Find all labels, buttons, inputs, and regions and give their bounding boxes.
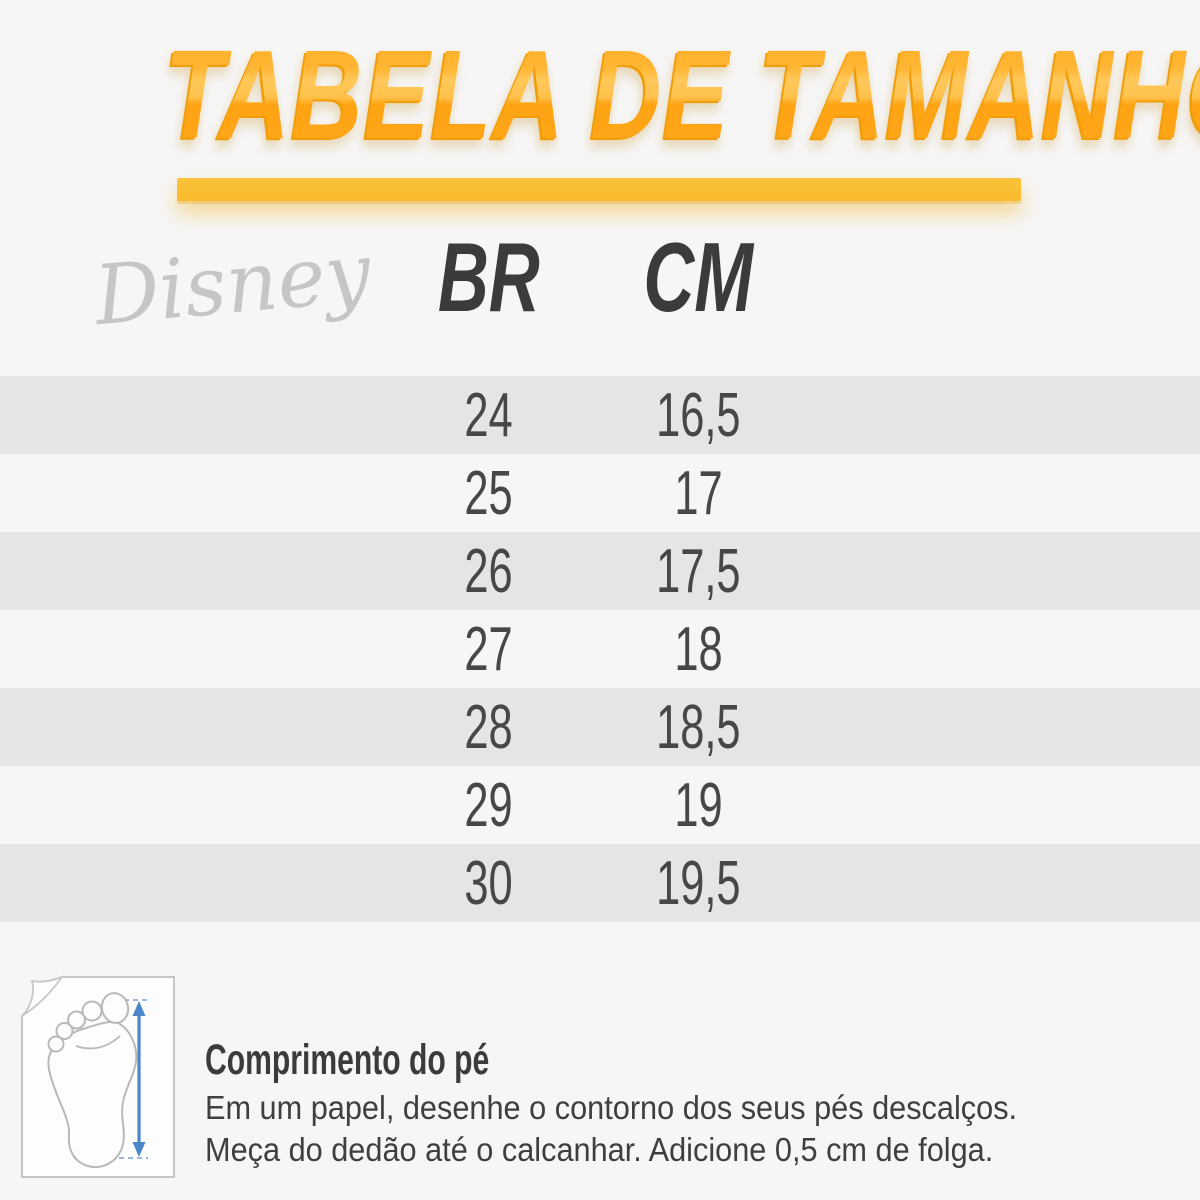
br-size-cell: 27	[464, 615, 513, 684]
footer-instruction-line-1: Em um papel, desenhe o contorno dos seus…	[205, 1089, 1018, 1126]
cm-size-cell: 17,5	[656, 537, 741, 606]
footer-heading: Comprimento do pé	[205, 1036, 490, 1084]
cm-size-cell: 19,5	[656, 849, 741, 918]
br-size-cell: 30	[464, 849, 513, 918]
toe	[81, 1000, 103, 1022]
toe	[55, 1022, 74, 1040]
br-size-cell: 29	[464, 771, 513, 840]
table-row: 24 16,5	[0, 376, 1200, 454]
page-title: TABELA DE TAMANHOS	[0, 22, 1200, 167]
br-size-cell: 26	[464, 537, 513, 606]
cm-size-cell: 17	[674, 459, 723, 528]
table-row: 28 18,5	[0, 688, 1200, 766]
table-row: 29 19	[0, 766, 1200, 844]
table-row: 25 17	[0, 454, 1200, 532]
footer-instruction-line-2: Meça do dedão até o calcanhar. Adicione …	[205, 1131, 994, 1168]
title-divider-bar	[177, 178, 1021, 201]
size-table: 24 16,5 25 17 26 17,5 27 18 28 18,5 29 1…	[0, 376, 1200, 922]
measure-arrow-top	[132, 1001, 146, 1016]
foot-length-measure-icon	[21, 975, 175, 1178]
page-title-text: TABELA DE TAMANHOS	[165, 22, 1200, 167]
column-header-br: BR	[437, 222, 540, 332]
toe-crease-line	[75, 1035, 121, 1050]
br-size-cell: 28	[464, 693, 513, 762]
cm-size-cell: 18,5	[656, 693, 741, 762]
br-size-cell: 25	[464, 459, 513, 528]
toe	[47, 1035, 65, 1053]
table-row: 30 19,5	[0, 844, 1200, 922]
table-row: 27 18	[0, 610, 1200, 688]
cm-size-cell: 19	[674, 771, 723, 840]
cm-size-cell: 18	[674, 615, 723, 684]
paper-fold-corner	[21, 975, 65, 1017]
table-row: 26 17,5	[0, 532, 1200, 610]
disney-logo: Disney	[90, 225, 375, 345]
cm-size-cell: 16,5	[656, 381, 741, 450]
measure-arrow-bottom	[132, 1142, 146, 1157]
toe	[67, 1010, 86, 1030]
column-header-cm: CM	[643, 222, 754, 332]
br-size-cell: 24	[464, 381, 513, 450]
